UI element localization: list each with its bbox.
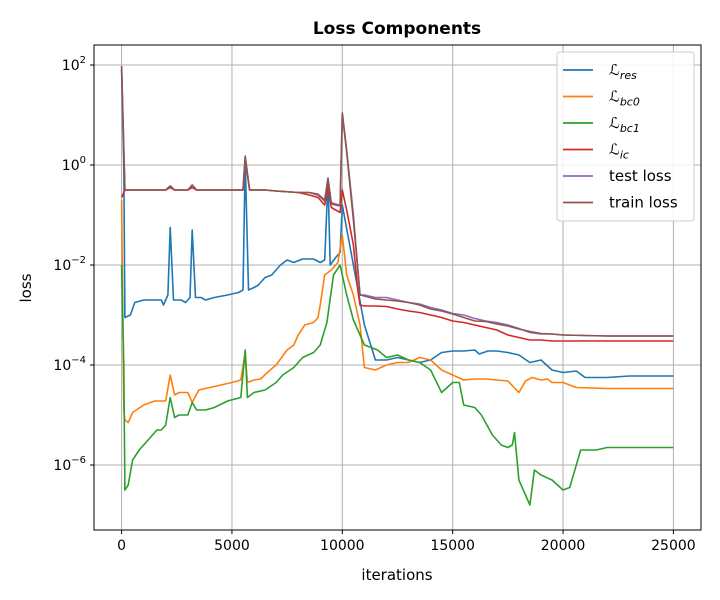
y-tick-label: 10−4 <box>53 355 86 374</box>
y-tick-label: 10−2 <box>53 255 86 274</box>
x-tick-label: 25000 <box>651 538 696 554</box>
x-tick-label: 5000 <box>214 538 250 554</box>
chart-title: Loss Components <box>313 19 481 39</box>
legend-label-res: ℒres <box>609 61 637 82</box>
legend-label-bc1: ℒbc1 <box>609 114 640 135</box>
series-line-bc1 <box>120 264 674 506</box>
x-tick-label: 15000 <box>430 538 475 554</box>
series-line-bc0 <box>120 199 674 424</box>
x-tick-label: 10000 <box>320 538 365 554</box>
y-axis-label: loss <box>17 273 35 302</box>
y-tick-label: 102 <box>62 55 86 74</box>
y-tick-label: 10−6 <box>53 455 86 474</box>
x-axis-label: iterations <box>361 566 432 584</box>
x-tick-label: 0 <box>117 538 126 554</box>
series-line-res <box>120 69 674 379</box>
plot-area <box>120 65 674 506</box>
legend-label-test: test loss <box>609 167 672 185</box>
legend-box <box>556 51 695 222</box>
axes-frame <box>93 44 702 531</box>
y-tick-label: 100 <box>62 155 86 174</box>
legend-label-train: train loss <box>609 194 678 212</box>
legend-label-bc0: ℒbc0 <box>609 88 640 109</box>
axis-ticks: 0 5000 10000 15000 20000 25000 102 100 10−2 10−4 1… <box>53 55 695 554</box>
series-line-ic <box>120 159 674 342</box>
legend: ℒres ℒbc0 ℒbc1 ℒic test loss train loss <box>556 51 695 222</box>
series-line-train <box>120 65 674 337</box>
x-tick-label: 20000 <box>541 538 586 554</box>
legend-label-ic: ℒic <box>609 141 629 162</box>
